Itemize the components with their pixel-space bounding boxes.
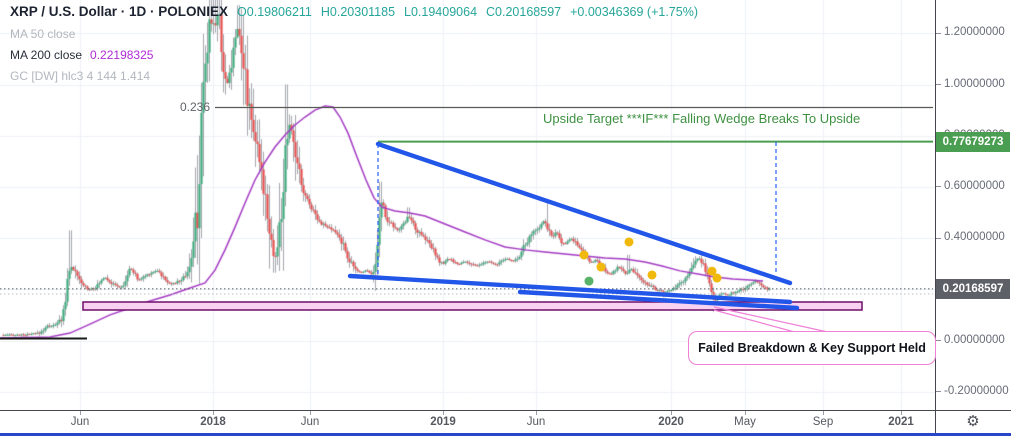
callout-pointer-line (713, 309, 801, 335)
x-axis-label: Jun (526, 416, 546, 428)
chart-legend: XRP / U.S. Dollar · 1D · POLONIEX O0.1980… (10, 5, 698, 91)
symbol-title-row[interactable]: XRP / U.S. Dollar · 1D · POLONIEX O0.1980… (10, 5, 698, 19)
x-axis-label: 2019 (430, 416, 456, 428)
price-axis[interactable]: 1.200000001.000000000.800000000.60000000… (936, 0, 1011, 410)
gc-signal-dot-yellow (579, 250, 589, 260)
indicator-ma200-row[interactable]: MA 200 close 0.22198325 (10, 49, 698, 61)
ohlc-change: +0.00346369 (+1.75%) (570, 5, 698, 19)
ohlc-close: C0.20168597 (486, 5, 562, 19)
x-axis-label: 2018 (200, 416, 226, 428)
y-axis-label: 1.00000000 (944, 77, 1005, 90)
y-axis-tick-mark (936, 186, 941, 188)
time-axis[interactable]: Jun 2018 Jun 2019 Jun 2020 May Sep 2021 (0, 410, 935, 433)
upside-target-annotation[interactable]: Upside Target ***IF*** Falling Wedge Bre… (543, 111, 861, 126)
bottom-border (0, 433, 1011, 436)
target-price-label: 0.77679273 (936, 131, 1010, 152)
x-axis-label: 2020 (658, 416, 684, 428)
secondary-support-trendline[interactable] (517, 289, 800, 311)
y-axis-label: 0.60000000 (944, 179, 1005, 192)
y-axis-tick-mark (936, 340, 941, 341)
y-axis-tick-mark (936, 84, 941, 85)
callout-pointer-line (713, 306, 831, 334)
wedge-lower-trendline[interactable] (347, 273, 793, 305)
ohlc-open: O0.19806211 (237, 5, 312, 19)
x-axis-tick-mark (823, 410, 824, 415)
y-axis-label: 0.40000000 (944, 231, 1005, 244)
y-axis-label: 0.00000000 (944, 333, 1005, 346)
y-axis-label: -0.20000000 (944, 384, 1009, 397)
x-axis-tick-mark (671, 410, 672, 415)
x-axis-label: May (734, 416, 756, 428)
x-axis-label: Jun (300, 416, 320, 428)
x-axis-tick-mark (310, 410, 311, 415)
x-axis-tick-mark (536, 410, 537, 415)
price-axis-separator (935, 0, 936, 436)
ma200-label: MA 200 close (10, 47, 83, 62)
wedge-upper-trendline[interactable] (375, 141, 793, 286)
x-axis-tick-mark (80, 410, 81, 415)
indicator-gc-row[interactable]: GC [DW] hlc3 4 144 1.414 (10, 70, 698, 82)
x-axis-label: Sep (812, 416, 834, 428)
y-axis-tick-mark (936, 391, 941, 393)
failed-breakdown-callout[interactable]: Failed Breakdown & Key Support Held (688, 331, 936, 365)
symbol-title: XRP / U.S. Dollar · 1D · POLONIEX (10, 4, 229, 19)
gc-signal-dot-yellow (624, 237, 634, 247)
fib-level-label[interactable]: 0.236 (179, 100, 210, 114)
ma200-value: 0.22198325 (90, 47, 154, 62)
indicator-ma50-row[interactable]: MA 50 close (10, 28, 698, 40)
x-axis-tick-mark (443, 410, 444, 415)
key-support-rectangle[interactable] (82, 301, 863, 311)
x-axis-tick-mark (901, 410, 902, 415)
x-axis-tick-mark (213, 410, 214, 415)
current-price-label: 0.20168597 (936, 278, 1010, 299)
chart-drawings-overlay (0, 106, 933, 340)
x-axis-label: Jun (70, 416, 90, 428)
ohlc-high: H0.20301185 (320, 5, 396, 19)
ohlc-low: L0.19409064 (404, 5, 478, 19)
y-axis-tick-mark (936, 32, 941, 34)
x-axis-label: 2021 (888, 416, 914, 428)
ma50-label: MA 50 close (10, 26, 76, 41)
gc-signal-dot-yellow (712, 273, 722, 283)
gc-signal-dot-yellow (596, 262, 606, 272)
settings-gear-icon[interactable]: ⚙ (966, 413, 980, 430)
y-axis-tick-mark (936, 237, 941, 239)
time-axis-separator (0, 410, 1011, 411)
gc-signal-dot-green (584, 276, 594, 286)
gc-label: GC [DW] hlc3 4 144 1.414 (10, 68, 151, 83)
x-axis-tick-mark (745, 410, 746, 415)
gc-signal-dot-yellow (707, 266, 717, 276)
y-axis-label: 1.20000000 (944, 26, 1005, 39)
gc-signal-dot-yellow (647, 270, 657, 280)
